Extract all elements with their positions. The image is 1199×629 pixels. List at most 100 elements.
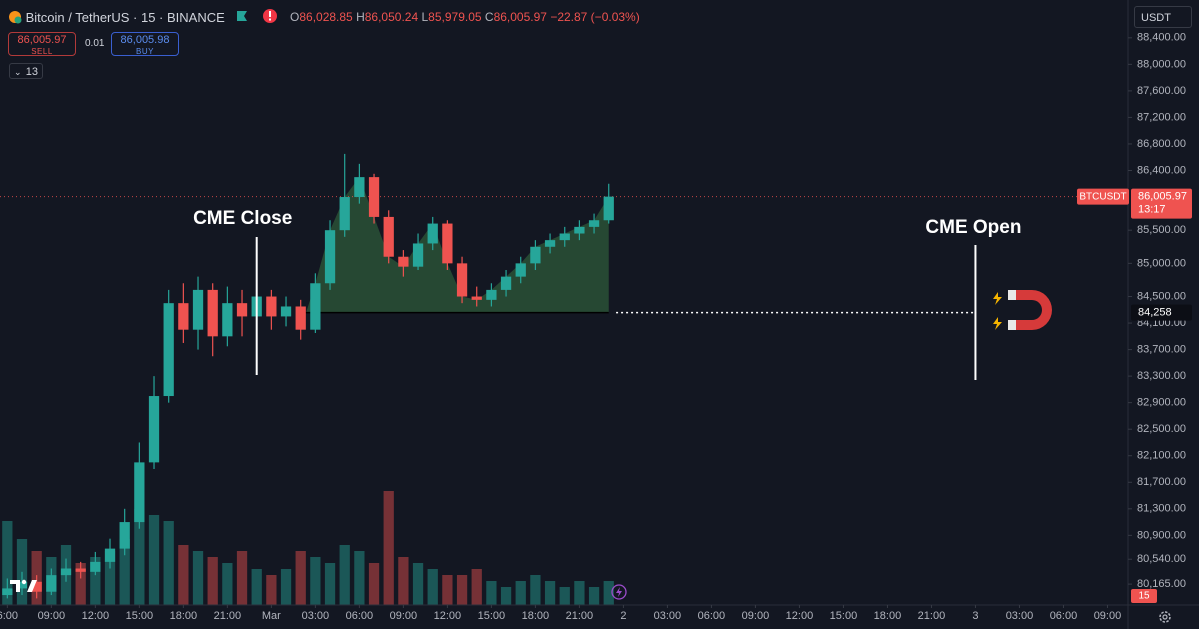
magnet-icon bbox=[993, 290, 1052, 330]
volume-bar bbox=[427, 569, 438, 605]
volume-bar bbox=[544, 581, 556, 605]
candle-body bbox=[222, 303, 233, 337]
x-tick-label: 09:00 bbox=[742, 610, 770, 622]
candle-body bbox=[515, 263, 526, 277]
area-fill bbox=[300, 177, 609, 330]
y-tick-label: 85,500.00 bbox=[1137, 224, 1186, 236]
candle-body bbox=[178, 303, 189, 330]
x-tick-label: 09:00 bbox=[38, 610, 66, 622]
y-tick-label: 86,800.00 bbox=[1137, 138, 1186, 150]
candle-body bbox=[368, 177, 380, 217]
volume-bar bbox=[412, 563, 424, 605]
candle-body bbox=[427, 223, 438, 244]
spread: 0.01 bbox=[85, 38, 105, 49]
currency-label: USDT bbox=[1141, 12, 1171, 24]
countdown: 13:17 bbox=[1138, 204, 1166, 216]
volume-bar bbox=[588, 587, 600, 605]
volume-bar bbox=[119, 539, 130, 605]
candle-body bbox=[31, 581, 42, 592]
candle-body bbox=[75, 568, 86, 572]
volume-bar bbox=[456, 575, 468, 605]
volume-bar bbox=[251, 569, 262, 605]
volume-bar bbox=[148, 515, 160, 605]
level-box bbox=[1131, 304, 1192, 321]
volume-bar bbox=[442, 575, 453, 605]
candle-body bbox=[310, 283, 321, 330]
volume-bar bbox=[559, 587, 570, 605]
volume-bar bbox=[339, 545, 350, 605]
candle-body bbox=[90, 561, 101, 572]
alert-icon[interactable] bbox=[262, 8, 278, 24]
last-price-label: 86,005.97 bbox=[1138, 191, 1187, 203]
x-tick-label: 18:00 bbox=[874, 610, 902, 622]
candle-body bbox=[442, 223, 453, 264]
ohlc-value: 85,979.05 bbox=[428, 10, 482, 24]
ohlc-key: C bbox=[484, 10, 494, 24]
volume-bar bbox=[486, 581, 497, 605]
annotation-text: CME Open bbox=[925, 217, 1021, 238]
volume-bar bbox=[222, 563, 233, 605]
indicators-toggle[interactable]: ⌄ 13 bbox=[9, 63, 43, 79]
volume-bar bbox=[471, 569, 482, 605]
x-tick-label: 2 bbox=[620, 610, 626, 622]
volume-bar bbox=[236, 551, 248, 605]
buy-button[interactable]: 86,005.98 BUY bbox=[111, 32, 179, 56]
x-tick-label: 09:00 bbox=[390, 610, 418, 622]
volume-bar bbox=[354, 551, 365, 605]
flag-icon[interactable] bbox=[236, 10, 248, 22]
currency-select[interactable]: USDT bbox=[1134, 6, 1192, 28]
settings-icon[interactable] bbox=[1159, 611, 1171, 623]
volume-bar bbox=[192, 551, 204, 605]
sell-button[interactable]: 86,005.97 SELL bbox=[8, 32, 76, 56]
x-tick-label: 21:00 bbox=[566, 610, 594, 622]
volume-bar bbox=[310, 557, 321, 605]
x-tick-label: 15:00 bbox=[830, 610, 858, 622]
buy-price: 86,005.98 bbox=[120, 34, 170, 46]
candle-body bbox=[471, 296, 482, 300]
candle-body bbox=[324, 230, 336, 284]
y-tick-label: 82,100.00 bbox=[1137, 450, 1186, 462]
x-tick-label: 18:00 bbox=[522, 610, 550, 622]
symbol-info: Bitcoin / TetherUS · 15 · BINANCE bbox=[8, 8, 225, 25]
symbol-title: Bitcoin / TetherUS · 15 · BINANCE bbox=[25, 10, 225, 25]
candle-body bbox=[354, 177, 365, 198]
annotation-text: CME Close bbox=[193, 208, 292, 229]
candle-body bbox=[280, 306, 292, 317]
candle-body bbox=[603, 196, 614, 221]
y-tick-label: 85,000.00 bbox=[1137, 257, 1186, 269]
volume-bar bbox=[163, 521, 174, 605]
x-tick-label: 09:00 bbox=[1094, 610, 1122, 622]
x-tick-label: 03:00 bbox=[302, 610, 330, 622]
replay-icon[interactable] bbox=[611, 584, 627, 600]
candle-body bbox=[16, 581, 28, 589]
volume-bar bbox=[2, 521, 13, 605]
volume-bar bbox=[134, 509, 145, 605]
candle-body bbox=[500, 276, 512, 290]
candle-body bbox=[486, 289, 497, 300]
volume-badge: 15 bbox=[1138, 591, 1150, 602]
candle-body bbox=[295, 306, 306, 330]
x-tick-label: 12:00 bbox=[434, 610, 462, 622]
candle-body bbox=[46, 575, 57, 592]
volume-bar bbox=[324, 563, 336, 605]
y-tick-label: 87,600.00 bbox=[1137, 85, 1186, 97]
last-price-box bbox=[1131, 188, 1192, 219]
candle-body bbox=[456, 263, 468, 297]
volume-bar bbox=[383, 491, 394, 605]
y-tick-label: 86,400.00 bbox=[1137, 164, 1186, 176]
ohlc-value: 86,028.85 bbox=[299, 10, 353, 24]
volume-bar bbox=[280, 569, 292, 605]
volume-bar bbox=[266, 575, 277, 605]
y-tick-label: 87,200.00 bbox=[1137, 111, 1186, 123]
x-tick-label: 06:00 bbox=[346, 610, 374, 622]
symbol-label-box bbox=[1077, 188, 1129, 205]
candle-body bbox=[339, 197, 350, 231]
y-tick-label: 82,500.00 bbox=[1137, 423, 1186, 435]
ohlc-values: O86,028.85 H86,050.24 L85,979.05 C86,005… bbox=[290, 10, 640, 24]
x-tick-label: 03:00 bbox=[654, 610, 682, 622]
x-tick-label: 21:00 bbox=[918, 610, 946, 622]
candle-body bbox=[559, 233, 570, 241]
candle-body bbox=[544, 240, 556, 247]
y-tick-label: 80,900.00 bbox=[1137, 529, 1186, 541]
candle-body bbox=[574, 226, 585, 234]
